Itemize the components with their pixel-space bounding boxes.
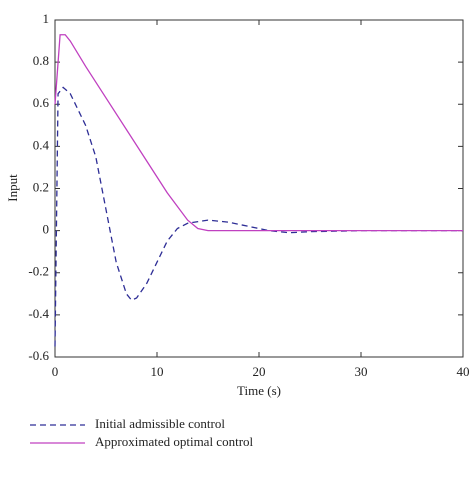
plot-frame	[54, 19, 464, 358]
y-tick-label: 1	[43, 11, 50, 26]
x-tick-label: 10	[151, 364, 164, 379]
y-tick-label: -0.2	[28, 264, 49, 279]
y-tick-label: -0.4	[28, 306, 49, 321]
x-tick-label: 0	[52, 364, 59, 379]
x-tick-label: 40	[457, 364, 470, 379]
x-axis-label: Time (s)	[237, 383, 281, 398]
y-tick-label: 0.4	[33, 137, 50, 152]
y-tick-label: 0.2	[33, 179, 49, 194]
y-tick-label: -0.6	[28, 348, 49, 363]
legend-label: Initial admissible control	[95, 416, 225, 431]
series-line	[54, 34, 463, 232]
y-tick-label: 0	[43, 222, 50, 237]
series-line	[54, 86, 463, 347]
y-tick-label: 0.6	[33, 95, 50, 110]
x-tick-label: 20	[253, 364, 266, 379]
y-axis-label: Input	[5, 174, 20, 202]
y-tick-label: 0.8	[33, 53, 49, 68]
x-tick-label: 30	[355, 364, 368, 379]
legend-label: Approximated optimal control	[95, 434, 254, 449]
